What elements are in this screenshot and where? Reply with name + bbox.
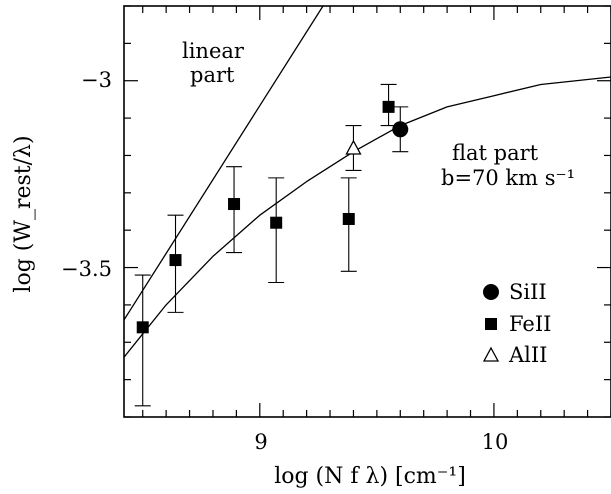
legend-marker-alii — [482, 346, 500, 362]
feii-point-3 — [268, 177, 285, 284]
square-marker — [136, 321, 149, 334]
legend-marker-siii — [483, 284, 499, 300]
triangle-marker — [345, 139, 362, 155]
x-tick-label-10: 10 — [482, 430, 509, 454]
square-marker — [169, 254, 182, 267]
linear-part-line — [124, 6, 324, 321]
legend-label-alii: AlII — [508, 343, 547, 367]
siii-point-0 — [392, 106, 409, 153]
annotation-flat-line-2: b=70 km s⁻¹ — [441, 166, 575, 190]
feii-point-2 — [226, 166, 243, 254]
feii-point-4 — [340, 177, 357, 272]
y-axis-label: log (W_rest/λ) — [11, 135, 36, 292]
square-marker — [270, 216, 283, 229]
square-marker — [382, 100, 395, 113]
y-tick-label-3: −3 — [81, 68, 112, 92]
feii-point-5 — [380, 83, 397, 127]
annotation-linear-line-2: part — [190, 63, 235, 87]
legend-marker-feii — [485, 318, 497, 330]
y-tick-label-3-5: −3.5 — [61, 257, 112, 281]
x-axis-label: log (N f λ) [cm⁻¹] — [274, 464, 466, 489]
data-points — [134, 83, 409, 407]
legend: SiII FeII AlII — [482, 280, 551, 367]
square-marker — [228, 198, 241, 211]
axis-ticks — [124, 5, 611, 418]
x-tick-label-9: 9 — [254, 430, 267, 454]
annotation-linear-part: linear part — [182, 39, 251, 87]
alii-point-0 — [345, 125, 362, 171]
legend-label-feii: FeII — [509, 312, 551, 336]
feii-point-0 — [134, 274, 151, 407]
annotation-linear-line-1: linear — [182, 39, 245, 63]
plot-frame — [123, 5, 611, 418]
square-marker — [342, 212, 355, 225]
legend-label-siii: SiII — [509, 280, 547, 304]
annotation-flat-part: flat part b=70 km s⁻¹ — [441, 141, 575, 190]
feii-point-1 — [167, 214, 184, 313]
circle-marker — [392, 121, 409, 138]
annotation-flat-line-1: flat part — [452, 141, 539, 165]
